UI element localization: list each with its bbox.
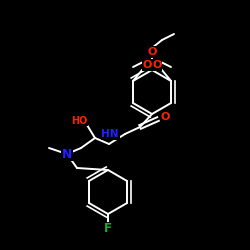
Text: O: O bbox=[160, 112, 170, 122]
Text: O: O bbox=[152, 60, 162, 70]
Text: HN: HN bbox=[102, 129, 119, 139]
Text: F: F bbox=[104, 222, 112, 235]
Text: N: N bbox=[62, 148, 72, 160]
Text: O: O bbox=[142, 60, 152, 70]
Text: O: O bbox=[147, 47, 157, 57]
Text: HO: HO bbox=[71, 116, 87, 126]
